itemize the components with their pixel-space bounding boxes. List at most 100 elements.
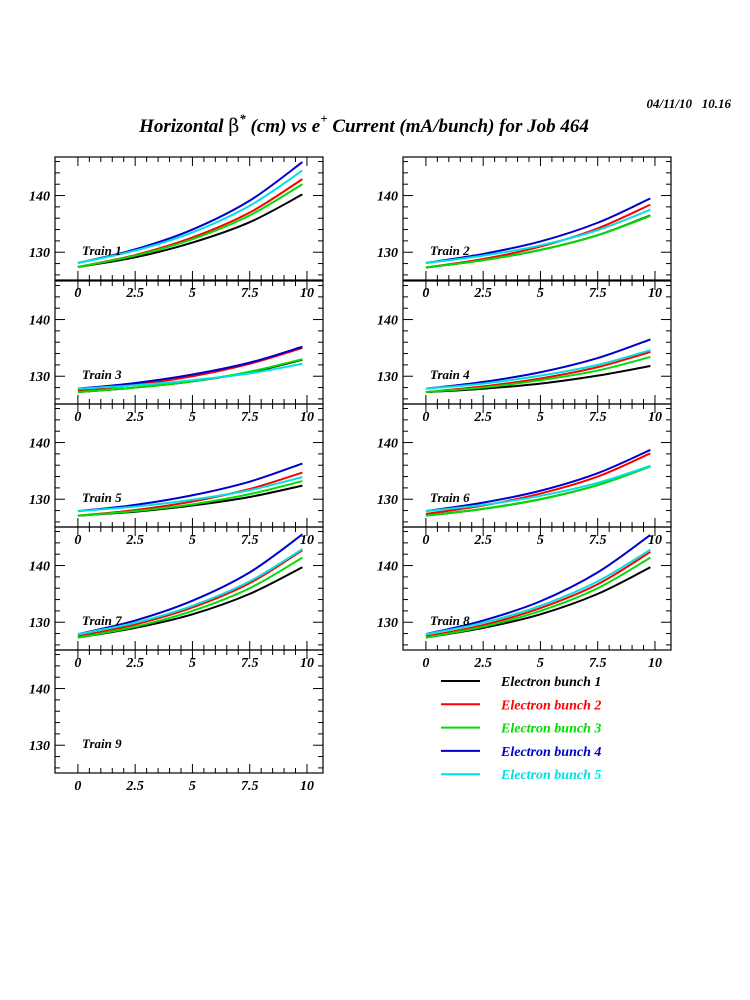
x-tick-label: 5: [189, 656, 196, 671]
panel-train-5: 0 2.5 5 7.5 10 130 140 Train 5: [29, 403, 324, 548]
legend-label: Electron bunch 4: [500, 745, 601, 760]
x-tick-label: 5: [189, 533, 196, 548]
x-tick-label: 0: [422, 533, 429, 548]
series-line-bunch-5: [77, 548, 303, 636]
x-tick-label: 5: [189, 410, 196, 425]
x-tick-label: 7.5: [241, 779, 259, 794]
x-tick-label: 2.5: [125, 779, 144, 794]
y-tick-label: 140: [29, 190, 50, 205]
x-tick-label: 10: [648, 533, 662, 548]
y-tick-label: 130: [377, 493, 398, 508]
panel-label: Train 3: [82, 367, 122, 382]
x-tick-label: 5: [537, 410, 544, 425]
legend-item-bunch-2: Electron bunch 2: [441, 698, 601, 713]
series-line-bunch-3: [425, 556, 651, 639]
y-tick-label: 130: [377, 246, 398, 261]
panel-train-6: 0 2.5 5 7.5 10 130 140 Train 6: [377, 403, 672, 548]
x-tick-label: 7.5: [241, 286, 259, 301]
x-tick-label: 5: [537, 656, 544, 671]
x-tick-label: 2.5: [125, 533, 144, 548]
legend-label: Electron bunch 1: [500, 675, 601, 690]
y-tick-label: 140: [377, 437, 398, 452]
series-line-bunch-4: [77, 345, 303, 390]
y-tick-label: 140: [29, 314, 50, 329]
panel-label: Train 1: [82, 243, 122, 258]
series-line-bunch-4: [425, 534, 651, 636]
series-line-bunch-3: [77, 358, 303, 394]
legend-item-bunch-5: Electron bunch 5: [441, 768, 601, 783]
panel-label: Train 8: [430, 613, 470, 628]
x-tick-label: 10: [648, 286, 662, 301]
panel-label: Train 4: [430, 367, 470, 382]
y-tick-label: 140: [29, 437, 50, 452]
x-tick-label: 0: [422, 286, 429, 301]
x-tick-label: 0: [74, 410, 81, 425]
x-tick-label: 7.5: [589, 410, 607, 425]
legend-label: Electron bunch 5: [500, 768, 601, 783]
series-line-bunch-4: [77, 533, 303, 636]
panel-train-1: 0 2.5 5 7.5 10 130 140 Train 1: [29, 156, 324, 301]
x-tick-label: 10: [300, 779, 314, 794]
x-tick-label: 7.5: [241, 656, 259, 671]
x-tick-label: 10: [300, 410, 314, 425]
legend-item-bunch-1: Electron bunch 1: [441, 675, 601, 690]
title-beta: β: [228, 115, 239, 137]
series-line-bunch-3: [425, 465, 651, 517]
x-tick-label: 2.5: [473, 656, 492, 671]
series-line-bunch-3: [425, 215, 651, 269]
panel-train-2: 0 2.5 5 7.5 10 130 140 Train 2: [377, 156, 672, 301]
y-tick-label: 130: [29, 370, 50, 385]
y-tick-label: 130: [29, 493, 50, 508]
x-tick-label: 10: [300, 656, 314, 671]
title-star: *: [239, 111, 246, 126]
x-tick-label: 2.5: [473, 533, 492, 548]
title-part-3: Current (mA/bunch) for Job 464: [328, 116, 589, 137]
legend-label: Electron bunch 2: [500, 698, 601, 713]
x-tick-label: 7.5: [241, 533, 259, 548]
x-tick-label: 0: [74, 779, 81, 794]
x-tick-label: 10: [300, 286, 314, 301]
panel-train-3: 0 2.5 5 7.5 10 130 140 Train 3: [29, 280, 324, 425]
x-tick-label: 2.5: [473, 410, 492, 425]
x-tick-label: 0: [422, 410, 429, 425]
panel-label: Train 7: [82, 613, 122, 628]
panel-train-9: 0 2.5 5 7.5 10 130 140 Train 9: [29, 649, 324, 794]
y-tick-label: 130: [29, 246, 50, 261]
y-tick-label: 140: [377, 560, 398, 575]
series-line-bunch-4: [425, 448, 651, 513]
series-line-bunch-3: [425, 355, 651, 394]
legend-label: Electron bunch 3: [500, 722, 601, 737]
title-part-1: Horizontal: [138, 116, 228, 137]
panel-label: Train 5: [82, 490, 122, 505]
x-tick-label: 10: [300, 533, 314, 548]
series-line-bunch-5: [425, 208, 651, 264]
legend-item-bunch-3: Electron bunch 3: [441, 722, 601, 737]
x-tick-label: 5: [189, 779, 196, 794]
series-line-bunch-5: [77, 476, 303, 513]
y-tick-label: 140: [29, 683, 50, 698]
x-tick-label: 2.5: [125, 286, 144, 301]
series-line-bunch-5: [77, 169, 303, 264]
legend: Electron bunch 1 Electron bunch 2 Electron…: [441, 675, 601, 783]
y-tick-label: 140: [29, 560, 50, 575]
series-line-bunch-1: [77, 193, 303, 268]
y-tick-label: 140: [377, 190, 398, 205]
x-tick-label: 0: [74, 286, 81, 301]
panel-label: Train 2: [430, 243, 470, 258]
panel-train-8: 0 2.5 5 7.5 10 130 140 Train 8: [377, 526, 672, 671]
x-tick-label: 7.5: [241, 410, 259, 425]
panels: 0 2.5 5 7.5 10 130 140 Train 1 0 2.5 5 7.5 10 130 140 T…: [29, 156, 672, 794]
date-stamp: 04/11/10 10.16: [646, 96, 731, 111]
series-line-bunch-3: [77, 183, 303, 268]
series-line-bunch-2: [77, 549, 303, 638]
title-plus: +: [320, 111, 327, 126]
y-tick-label: 130: [29, 616, 50, 631]
series-line-bunch-3: [77, 556, 303, 639]
chart-title: Horizontal β* (cm) vs e+ Current (mA/bun…: [138, 111, 589, 137]
panel-label: Train 9: [82, 736, 122, 751]
x-tick-label: 2.5: [473, 286, 492, 301]
x-tick-label: 7.5: [589, 533, 607, 548]
series-line-bunch-2: [425, 551, 651, 638]
y-tick-label: 130: [377, 370, 398, 385]
